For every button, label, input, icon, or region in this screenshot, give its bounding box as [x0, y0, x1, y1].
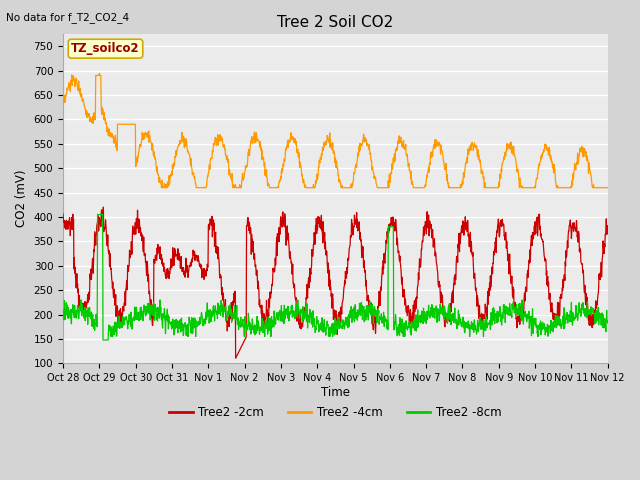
Text: TZ_soilco2: TZ_soilco2 — [71, 42, 140, 55]
Y-axis label: CO2 (mV): CO2 (mV) — [15, 170, 28, 228]
Title: Tree 2 Soil CO2: Tree 2 Soil CO2 — [277, 15, 394, 30]
X-axis label: Time: Time — [321, 386, 350, 399]
Text: No data for f_T2_CO2_4: No data for f_T2_CO2_4 — [6, 12, 129, 23]
Legend: Tree2 -2cm, Tree2 -4cm, Tree2 -8cm: Tree2 -2cm, Tree2 -4cm, Tree2 -8cm — [164, 401, 506, 423]
